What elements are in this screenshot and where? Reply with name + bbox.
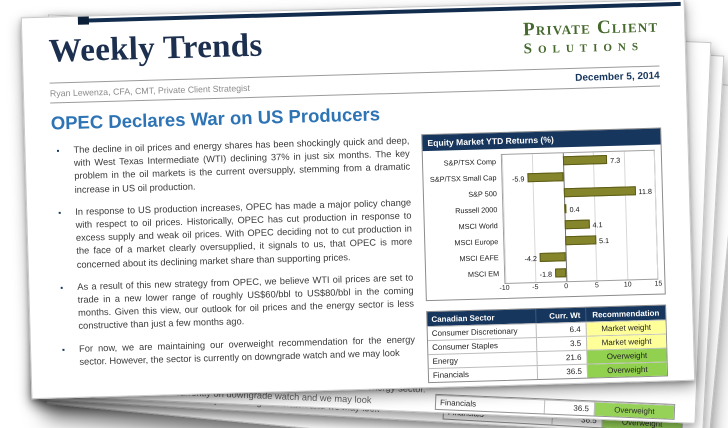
- weight-cell: 21.6: [536, 350, 587, 366]
- x-axis-tick-label: 0: [564, 283, 569, 291]
- chart-bar-value: 0.4: [569, 204, 580, 215]
- x-axis-tick-label: 10: [623, 281, 632, 289]
- recommendation-cell: Overweight: [586, 362, 668, 378]
- article-body: ▪ The decline in oil prices and energy sh…: [51, 135, 416, 394]
- chart-bar-value: 11.8: [638, 186, 653, 197]
- weight-cell: 6.4: [535, 322, 586, 338]
- chart-bar: [564, 204, 567, 214]
- x-axis-tick-label: 15: [654, 280, 663, 288]
- bullet-text: The decline in oil prices and energy sha…: [73, 135, 411, 195]
- article-columns: ▪ The decline in oil prices and energy sh…: [51, 127, 669, 394]
- recommendation-cell: Overweight: [586, 348, 667, 364]
- chart-bar: [539, 252, 566, 262]
- chart-bar-row: -1.8: [505, 263, 657, 283]
- chart-category-label: MSCI EM: [467, 269, 500, 279]
- weight-cell: 36.5: [536, 364, 588, 380]
- sector-cell: Financials: [439, 398, 477, 409]
- bullet-square-icon: ▪: [61, 344, 66, 354]
- sector-cell: Financials: [432, 369, 470, 380]
- chart-bar-value: 7.3: [610, 155, 621, 165]
- chart-bar: [562, 155, 608, 166]
- chart-bar-value: 5.1: [598, 236, 610, 246]
- bullet-square-icon: ▪: [56, 146, 60, 156]
- bullet-text: In response to US production increases, …: [75, 197, 413, 270]
- table-header-recommendation: Recommendation: [585, 305, 666, 322]
- chart-plot-wrap: 7.3 -5.9 11.8 0.4 4.1 5.1 -4.2 -1.8 -10 -…: [499, 149, 663, 295]
- newsletter-page: Weekly Trends Private Client Solutions R…: [20, 0, 696, 400]
- equity-returns-chart: Equity Market YTD Returns (%) S&P/TSX Co…: [421, 127, 666, 302]
- table-header-weight: Curr. Wt: [535, 307, 586, 324]
- chart-bar: [564, 219, 590, 230]
- x-axis-tick-label: 5: [594, 282, 599, 290]
- chart-bar-value: -1.8: [539, 269, 553, 279]
- author-byline: Ryan Lewenza, CFA, CMT, Private Client S…: [49, 82, 250, 99]
- bullet-item: ▪ For now, we are maintaining our overwei…: [57, 333, 416, 369]
- bullet-item: ▪ As a result of this new strategy from O…: [55, 271, 414, 334]
- brand-logo: Private Client Solutions: [523, 16, 659, 59]
- canadian-sector-table: Canadian Sector Curr. Wt Recommendation …: [426, 304, 669, 384]
- chart-bar: [564, 235, 597, 246]
- chart-bar: [563, 186, 636, 198]
- chart-bar: [527, 172, 564, 183]
- top-accent-bar-end: [77, 16, 90, 25]
- chart-category-labels: S&P/TSX Comp S&P/TSX Small Cap S&P 500 R…: [425, 154, 505, 297]
- bullet-square-icon: ▪: [60, 283, 64, 293]
- chart-bar-value: 4.1: [592, 220, 603, 230]
- recommendation-cell: Market weight: [585, 334, 667, 350]
- chart-body: S&P/TSX Comp S&P/TSX Small Cap S&P 500 R…: [423, 145, 665, 301]
- recommendation-cell: Overweight: [593, 402, 675, 419]
- chart-bar: [554, 268, 567, 278]
- chart-bar-value: -5.9: [511, 174, 525, 184]
- brand-name-line2: Solutions: [523, 37, 645, 58]
- chart-plot-area: 7.3 -5.9 11.8 0.4 4.1 5.1 -4.2 -1.8: [500, 149, 659, 284]
- publication-date: December 5, 2014: [575, 70, 660, 84]
- weight-cell: 3.5: [535, 336, 587, 352]
- chart-bar-value: -4.2: [524, 254, 538, 264]
- weight-cell: 36.5: [543, 400, 595, 416]
- bullet-item: ▪ In response to US production increases,…: [53, 196, 413, 272]
- article-headline: OPEC Declares War on US Producers: [50, 103, 381, 134]
- bullet-text: For now, we are maintaining our overweig…: [78, 334, 416, 367]
- sidebar-column: Equity Market YTD Returns (%) S&P/TSX Co…: [421, 127, 669, 384]
- bullet-item: ▪ The decline in oil prices and energy sh…: [51, 135, 410, 198]
- bullet-square-icon: ▪: [58, 208, 62, 218]
- bullet-text: As a result of this new strategy from OP…: [77, 272, 415, 332]
- x-axis-tick-label: -10: [499, 284, 510, 293]
- publication-title: Weekly Trends: [48, 27, 264, 70]
- x-axis-tick-label: -5: [532, 283, 539, 292]
- recommendation-cell: Market weight: [585, 320, 666, 336]
